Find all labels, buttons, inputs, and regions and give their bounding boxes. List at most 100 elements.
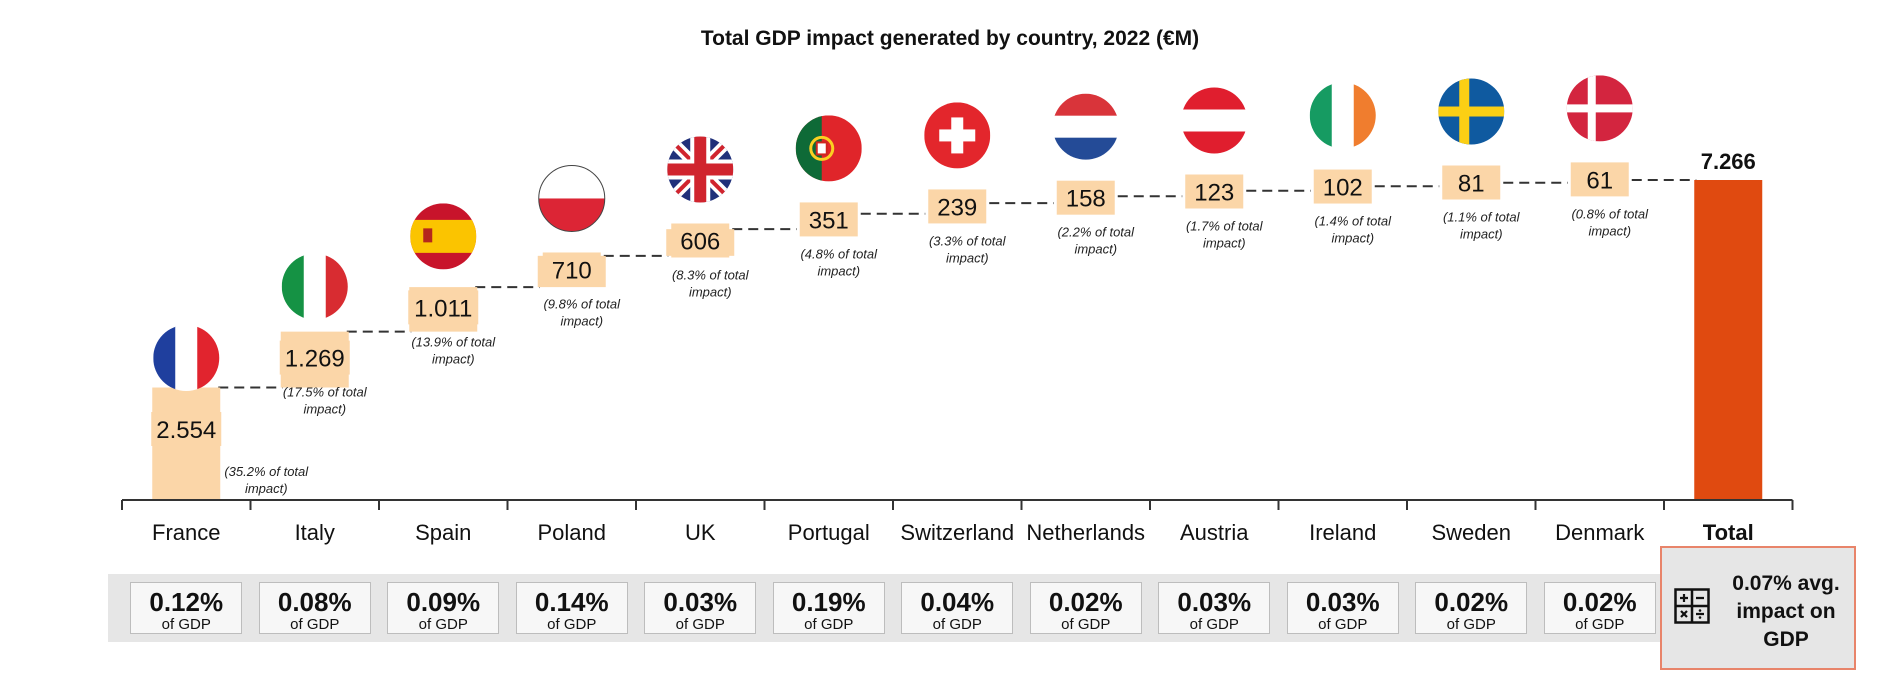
gdp-impact-value: 0.02% xyxy=(1434,587,1509,617)
share-label-italy: (17.5% of total impact) xyxy=(283,385,368,417)
avg-gdp-impact-box: 0.07% avg. impact on GDP xyxy=(1660,546,1856,670)
gdp-impact-value: 0.03% xyxy=(663,587,738,617)
gdp-impact-suffix: of GDP xyxy=(1446,616,1496,633)
gdp-impact-suffix: of GDP xyxy=(1318,616,1368,633)
value-label-italy: 1.269 xyxy=(285,346,345,373)
category-label-sweden: Sweden xyxy=(1431,520,1511,545)
gdp-impact-denmark: 0.02% of GDP xyxy=(1543,582,1656,634)
category-label-italy: Italy xyxy=(295,520,335,545)
share-label-sweden: (1.1% of total impact) xyxy=(1443,210,1521,242)
gdp-impact-spain: 0.09% of GDP xyxy=(387,582,500,634)
gdp-impact-value: 0.04% xyxy=(920,587,995,617)
gdp-impact-france: 0.12% of GDP xyxy=(130,582,243,634)
austria-flag-icon xyxy=(1181,87,1248,154)
category-label-total: Total xyxy=(1703,520,1754,545)
category-label-denmark: Denmark xyxy=(1555,520,1645,545)
share-label-france: (35.2% of total impact) xyxy=(224,464,309,496)
bar-total xyxy=(1694,180,1763,500)
share-label-portugal: (4.8% of total impact) xyxy=(800,246,878,278)
gdp-impact-value: 0.12% xyxy=(149,587,224,617)
category-label-netherlands: Netherlands xyxy=(1026,520,1145,545)
gdp-impact-suffix: of GDP xyxy=(161,616,211,633)
category-label-ireland: Ireland xyxy=(1309,520,1376,545)
category-label-portugal: Portugal xyxy=(788,520,870,545)
avg-gdp-impact-text: 0.07% avg. impact on GDP xyxy=(1732,572,1840,651)
share-label-ireland: (1.4% of total impact) xyxy=(1314,214,1392,246)
value-label-bg-poland xyxy=(542,252,601,287)
calculator-icon xyxy=(1674,588,1710,624)
netherlands-flag-icon xyxy=(1052,93,1119,160)
gdp-impact-netherlands: 0.02% of GDP xyxy=(1029,582,1142,634)
value-label-bg-netherlands xyxy=(1056,180,1115,215)
value-label-bg-sweden xyxy=(1442,165,1501,200)
gdp-impact-value: 0.02% xyxy=(1048,587,1123,617)
ireland-flag-icon xyxy=(1309,82,1376,149)
share-label-uk: (8.3% of total impact) xyxy=(672,267,750,299)
gdp-impact-suffix: of GDP xyxy=(547,616,597,633)
value-label-spain: 1.011 xyxy=(414,295,472,322)
share-label-denmark: (0.8% of total impact) xyxy=(1571,206,1649,238)
chart-title: Total GDP impact generated by country, 2… xyxy=(701,27,1199,50)
gdp-impact-austria: 0.03% of GDP xyxy=(1158,582,1271,634)
gdp-impact-value: 0.14% xyxy=(534,587,609,617)
spain-flag-icon xyxy=(410,203,477,270)
value-label-denmark: 61 xyxy=(1586,167,1613,194)
value-label-sweden: 81 xyxy=(1458,171,1485,198)
gdp-impact-switzerland: 0.04% of GDP xyxy=(901,582,1014,634)
gdp-impact-italy: 0.08% of GDP xyxy=(258,582,371,634)
sweden-flag-icon xyxy=(1438,78,1505,145)
uk-flag-icon xyxy=(667,136,734,203)
gdp-impact-suffix: of GDP xyxy=(418,616,468,633)
category-label-uk: UK xyxy=(685,520,716,545)
share-label-netherlands: (2.2% of total impact) xyxy=(1057,225,1135,257)
value-label-bg-portugal xyxy=(799,202,858,237)
gdp-impact-suffix: of GDP xyxy=(804,616,854,633)
gdp-impact-uk: 0.03% of GDP xyxy=(644,582,757,634)
value-label-bg-uk xyxy=(671,223,730,258)
category-label-austria: Austria xyxy=(1180,520,1249,545)
value-label-bg-spain xyxy=(408,290,479,325)
value-label-france: 2.554 xyxy=(156,417,216,444)
share-label-switzerland: (3.3% of total impact) xyxy=(929,233,1007,265)
gdp-impact-sweden: 0.02% of GDP xyxy=(1415,582,1528,634)
gdp-impact-ireland: 0.03% of GDP xyxy=(1286,582,1399,634)
switzerland-flag-icon xyxy=(924,102,991,169)
gdp-impact-suffix: of GDP xyxy=(1575,616,1625,633)
total-value-label: 7.266 xyxy=(1701,149,1756,174)
value-label-ireland: 102 xyxy=(1323,175,1363,202)
value-label-bg-france xyxy=(151,412,222,446)
gdp-impact-suffix: of GDP xyxy=(932,616,982,633)
value-label-switzerland: 239 xyxy=(937,194,977,221)
value-label-bg-austria xyxy=(1185,174,1244,209)
gdp-impact-portugal: 0.19% of GDP xyxy=(772,582,885,634)
value-label-bg-ireland xyxy=(1313,169,1372,204)
category-label-france: France xyxy=(152,520,220,545)
category-label-poland: Poland xyxy=(537,520,606,545)
france-flag-icon xyxy=(153,325,220,391)
category-label-spain: Spain xyxy=(415,520,471,545)
gdp-impact-value: 0.08% xyxy=(277,587,352,617)
gdp-impact-value: 0.02% xyxy=(1562,587,1637,617)
value-label-austria: 123 xyxy=(1194,179,1234,206)
gdp-impact-value: 0.09% xyxy=(406,587,481,617)
value-label-bg-denmark xyxy=(1570,162,1629,197)
gdp-impact-suffix: of GDP xyxy=(1189,616,1239,633)
value-label-uk: 606 xyxy=(680,228,720,255)
share-label-spain: (13.9% of total impact) xyxy=(411,334,496,366)
value-label-bg-italy xyxy=(279,340,350,375)
gdp-impact-value: 0.03% xyxy=(1305,587,1380,617)
gdp-impact-poland: 0.14% of GDP xyxy=(515,582,628,634)
italy-flag-icon xyxy=(281,253,348,320)
share-label-poland: (9.8% of total impact) xyxy=(543,296,621,328)
gdp-impact-value: 0.19% xyxy=(791,587,866,617)
gdp-impact-suffix: of GDP xyxy=(1061,616,1111,633)
category-label-switzerland: Switzerland xyxy=(900,520,1014,545)
gdp-impact-suffix: of GDP xyxy=(290,616,340,633)
value-label-netherlands: 158 xyxy=(1066,186,1106,213)
portugal-flag-icon xyxy=(795,115,862,182)
share-label-austria: (1.7% of total impact) xyxy=(1186,218,1264,250)
denmark-flag-icon xyxy=(1566,75,1633,142)
gdp-impact-value: 0.03% xyxy=(1177,587,1252,617)
value-label-bg-switzerland xyxy=(928,189,987,224)
